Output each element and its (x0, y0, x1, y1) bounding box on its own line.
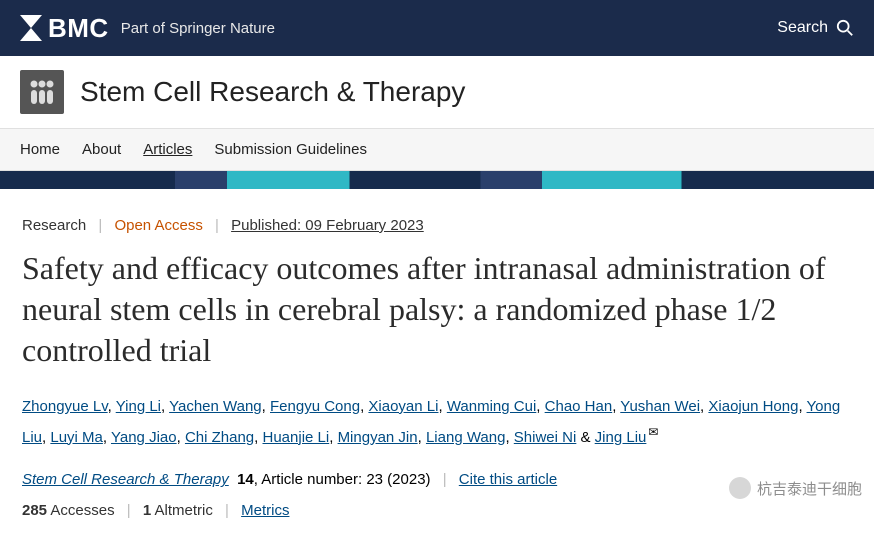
article-info: , Article number: 23 (2023) (254, 471, 431, 488)
top-bar: BMC Part of Springer Nature Search (0, 0, 874, 56)
author-link[interactable]: Yang Jiao (111, 429, 177, 446)
author-link[interactable]: Shiwei Ni (514, 429, 577, 446)
article-meta: Research | Open Access | Published: 09 F… (22, 217, 852, 234)
nav-articles[interactable]: Articles (143, 141, 192, 158)
tagline: Part of Springer Nature (121, 20, 275, 37)
search-label: Search (777, 19, 828, 37)
nav-home[interactable]: Home (20, 141, 60, 158)
author-link[interactable]: Chao Han (545, 398, 613, 415)
altmetric-label: Altmetric (155, 502, 213, 519)
open-access-label: Open Access (114, 217, 202, 234)
author-link[interactable]: Chi Zhang (185, 429, 254, 446)
journal-reference: Stem Cell Research & Therapy 14, Article… (22, 471, 852, 488)
nav-bar: Home About Articles Submission Guideline… (0, 129, 874, 171)
author-link[interactable]: Zhongyue Lv (22, 398, 108, 415)
search-button[interactable]: Search (777, 19, 854, 37)
accesses-label: Accesses (50, 502, 114, 519)
journal-title[interactable]: Stem Cell Research & Therapy (80, 76, 465, 108)
meta-divider: | (215, 217, 219, 234)
metrics-link[interactable]: Metrics (241, 502, 289, 519)
stats-divider: | (225, 502, 229, 519)
author-link[interactable]: Xiaojun Hong (708, 398, 798, 415)
author-link[interactable]: Mingyan Jin (338, 429, 418, 446)
author-link[interactable]: Yushan Wei (620, 398, 700, 415)
author-link[interactable]: Xiaoyan Li (368, 398, 438, 415)
article-title: Safety and efficacy outcomes after intra… (22, 248, 852, 371)
author-link[interactable]: Liang Wang (426, 429, 506, 446)
author-link[interactable]: Huanjie Li (263, 429, 330, 446)
journal-link[interactable]: Stem Cell Research & Therapy (22, 471, 229, 488)
author-link[interactable]: Ying Li (116, 398, 161, 415)
author-list: Zhongyue Lv, Ying Li, Yachen Wang, Fengy… (22, 393, 852, 452)
brand-text: BMC (48, 13, 109, 44)
volume: 14 (237, 471, 254, 488)
hero-banner (0, 171, 874, 189)
article-stats: 285 Accesses | 1 Altmetric | Metrics (22, 502, 852, 519)
journal-icon (20, 70, 64, 114)
author-link[interactable]: Jing Liu (595, 429, 647, 446)
journal-icon-svg (25, 75, 59, 109)
published-date[interactable]: Published: 09 February 2023 (231, 217, 424, 234)
journal-header: Stem Cell Research & Therapy (0, 56, 874, 129)
article-content: Research | Open Access | Published: 09 F… (0, 189, 874, 547)
meta-divider: | (98, 217, 102, 234)
ref-divider: | (443, 471, 447, 488)
altmetric-count: 1 (143, 502, 151, 519)
author-link[interactable]: Yachen Wang (169, 398, 262, 415)
top-bar-left: BMC Part of Springer Nature (20, 13, 275, 44)
bmc-logo-icon (20, 15, 42, 41)
author-link[interactable]: Luyi Ma (50, 429, 103, 446)
accesses-count: 285 (22, 502, 47, 519)
bmc-logo[interactable]: BMC (20, 13, 109, 44)
article-type: Research (22, 217, 86, 234)
mail-icon: ✉ (648, 425, 658, 439)
search-icon (836, 19, 854, 37)
nav-about[interactable]: About (82, 141, 121, 158)
nav-submission[interactable]: Submission Guidelines (214, 141, 367, 158)
author-link[interactable]: Wanming Cui (447, 398, 536, 415)
author-link[interactable]: Fengyu Cong (270, 398, 360, 415)
cite-article-link[interactable]: Cite this article (459, 471, 557, 488)
stats-divider: | (127, 502, 131, 519)
